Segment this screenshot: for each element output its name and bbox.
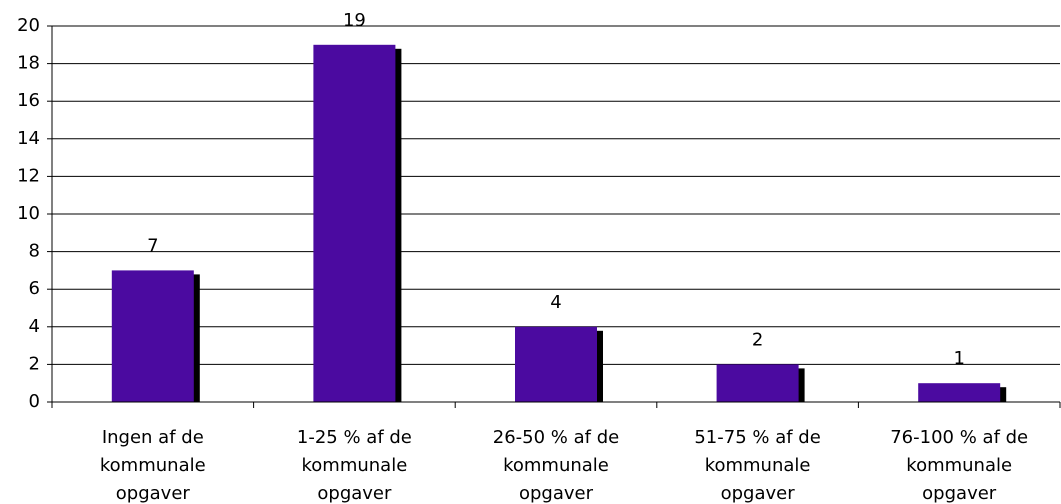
y-tick-label: 20 xyxy=(17,15,40,36)
y-tick-label: 18 xyxy=(17,53,40,74)
value-label: 7 xyxy=(147,235,158,256)
y-tick-label: 8 xyxy=(29,241,40,262)
value-label: 19 xyxy=(343,10,366,31)
y-tick-label: 10 xyxy=(17,203,40,224)
x-tick-label: 26-50 % af de kommunale opgaver xyxy=(492,427,620,504)
bar xyxy=(111,270,194,402)
bar xyxy=(515,326,597,402)
x-tick-label: Ingen af de kommunale opgaver xyxy=(99,427,206,504)
value-label: 1 xyxy=(953,348,964,369)
y-tick-label: 2 xyxy=(29,353,40,374)
y-tick-label: 4 xyxy=(29,316,40,337)
y-tick-label: 16 xyxy=(17,90,40,111)
x-tick-label: 51-75 % af de kommunale opgaver xyxy=(694,427,821,504)
y-tick-label: 14 xyxy=(17,128,40,149)
bar xyxy=(313,44,396,403)
value-label: 4 xyxy=(550,292,561,313)
x-tick-label: 1-25 % af de kommunale opgaver xyxy=(296,427,412,504)
y-tick-label: 12 xyxy=(17,165,40,186)
y-tick-label: 6 xyxy=(29,278,40,299)
x-tick-label: 76-100 % af de kommunale opgaver xyxy=(890,427,1029,504)
bar xyxy=(716,364,799,402)
y-tick-label: 0 xyxy=(29,391,40,412)
value-label: 2 xyxy=(752,329,763,350)
bar xyxy=(918,383,1001,402)
